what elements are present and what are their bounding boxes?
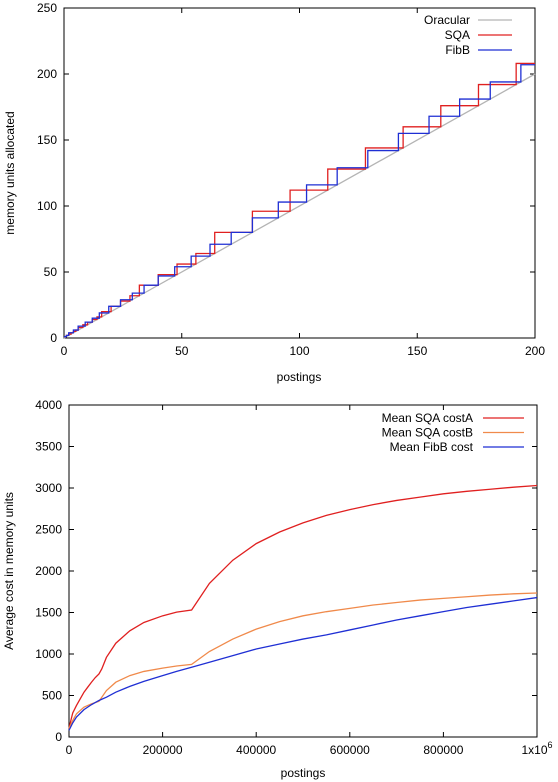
y-tick-label: 250	[37, 1, 57, 15]
x-tick-label: 800000	[423, 743, 463, 757]
legend-label: Mean SQA costA	[382, 411, 473, 425]
y-tick-label: 500	[42, 689, 62, 703]
x-tick-exponent: 6	[548, 740, 553, 750]
x-tick-label: 200	[525, 344, 545, 358]
series-line-oracular	[63, 73, 536, 339]
chart-1: 0 50 100 150 200 0 50 100 150 200 250 OracularSQAF…	[3, 1, 545, 384]
chart-2-y-axis-label: Average cost in memory units	[2, 492, 16, 650]
series-line-mean-fibb-cost	[68, 596, 538, 731]
y-tick-label: 150	[37, 133, 57, 147]
x-tick-label: 150	[407, 344, 427, 358]
chart-2-series	[68, 484, 538, 731]
y-tick-label: 2500	[35, 523, 62, 537]
chart-1-y-axis-label: memory units allocated	[3, 111, 17, 234]
y-tick-label: 50	[44, 265, 58, 279]
y-tick-label: 3500	[35, 440, 62, 454]
x-tick-label: 200000	[143, 743, 183, 757]
legend-label: FibB	[445, 43, 470, 57]
chart-2: 0 200000 400000 600000 800000 1x106 0 500 1000 15…	[2, 398, 553, 780]
series-line-mean-sqa-costb	[68, 592, 538, 729]
series-line-fibb	[64, 64, 535, 338]
x-tick-label: 400000	[236, 743, 276, 757]
series-line-mean-sqa-costa	[68, 484, 538, 729]
y-tick-label: 0	[50, 331, 57, 345]
y-tick-label: 4000	[35, 398, 62, 412]
x-tick-label: 1x106	[521, 740, 552, 757]
chart-1-x-axis-label: postings	[277, 370, 322, 384]
y-tick-label: 100	[37, 199, 57, 213]
chart-1-series	[63, 62, 536, 339]
x-tick-label: 600000	[330, 743, 370, 757]
chart-2-plot-frame	[68, 404, 538, 738]
legend-label: Mean SQA costB	[382, 426, 473, 440]
chart-1-plot-frame	[63, 7, 536, 339]
y-tick-label: 1500	[35, 606, 62, 620]
y-tick-label: 2000	[35, 564, 62, 578]
series-line-sqa	[64, 62, 535, 338]
x-tick-label: 0	[61, 344, 68, 358]
y-tick-label: 1000	[35, 647, 62, 661]
legend-label: Mean FibB cost	[390, 440, 474, 454]
chart-1-ticks: 0 50 100 150 200 0 50 100 150 200 250	[37, 1, 545, 358]
x-tick-label: 50	[175, 344, 189, 358]
chart-2-ticks: 0 200000 400000 600000 800000 1x106 0 500 1000 15…	[35, 398, 552, 757]
x-tick-label: 0	[66, 743, 73, 757]
y-tick-label: 3000	[35, 481, 62, 495]
chart-2-x-axis-label: postings	[281, 766, 326, 780]
y-tick-label: 0	[55, 730, 62, 744]
legend-label: Oracular	[424, 13, 470, 27]
legend-label: SQA	[445, 28, 470, 42]
y-tick-label: 200	[37, 67, 57, 81]
x-tick-label: 100	[289, 344, 309, 358]
